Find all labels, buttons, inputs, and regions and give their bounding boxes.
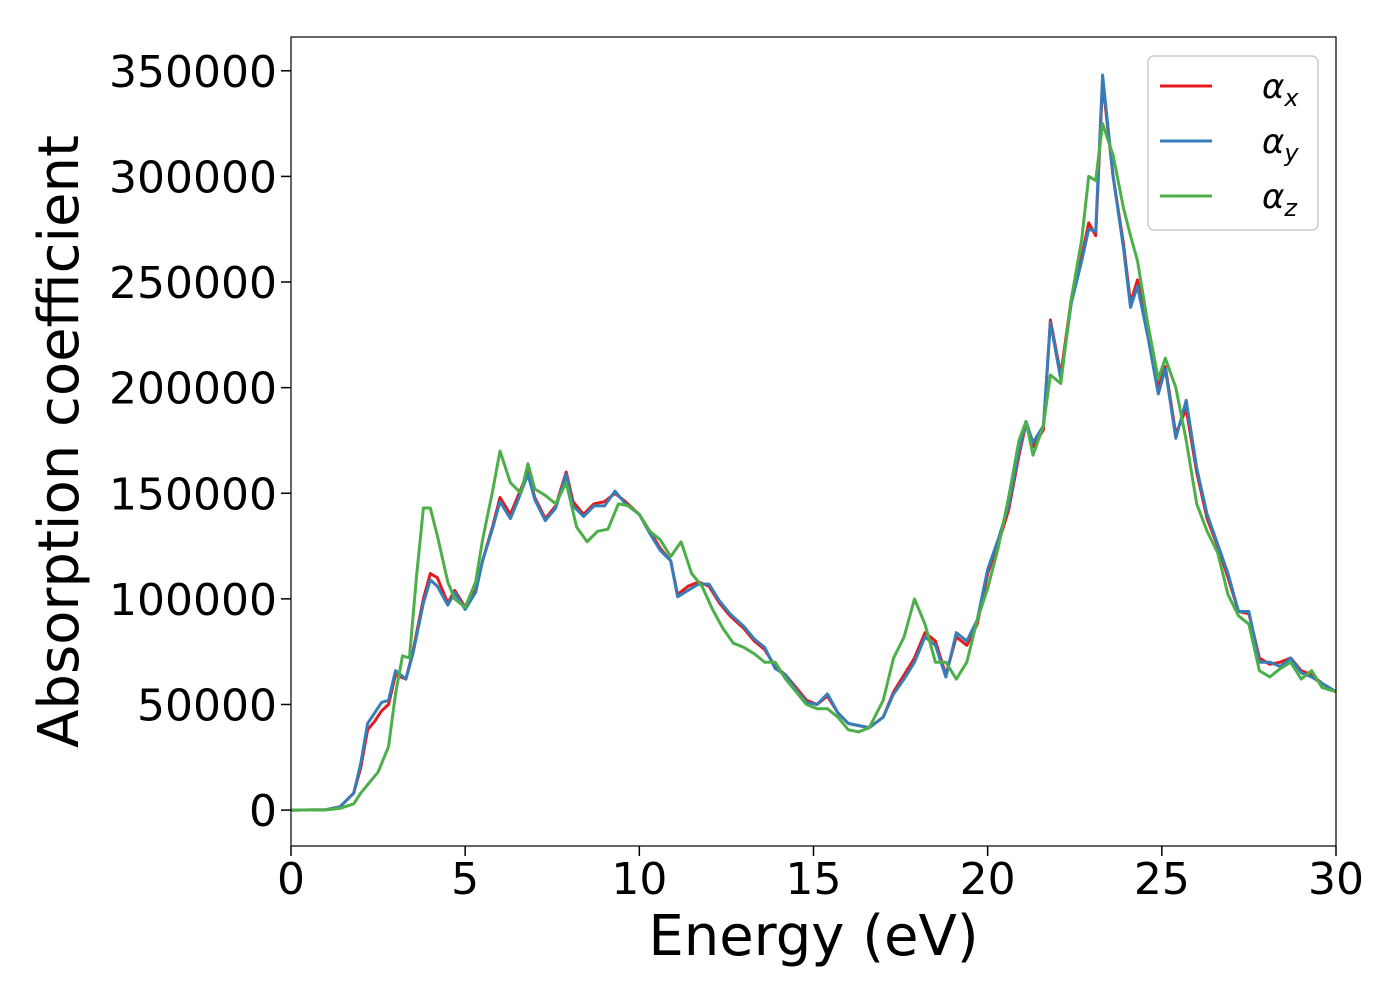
series-layer [290,73,1337,812]
y-tick-label: 150000 [109,469,277,520]
y-axis-ticks: 0 50000 100000 150000 200000 250000 300000 3500… [109,47,291,837]
y-tick-label: 250000 [109,258,277,309]
x-tick-label: 10 [611,854,667,905]
y-tick-label: 350000 [109,47,277,98]
x-tick-label: 15 [786,854,842,905]
y-axis-label: Absorption coefficient [27,135,92,748]
x-axis-ticks: 0 5 10 15 20 25 30 [277,846,1364,905]
x-tick-label: 0 [277,854,305,905]
series-line-z [290,122,1337,812]
legend-box [1147,55,1319,231]
legend-label-x: αx [1262,67,1299,112]
y-tick-label: 0 [249,786,277,837]
legend-label-z: αz [1262,177,1298,222]
x-tick-label: 25 [1134,854,1190,905]
series-line-y [290,73,1337,812]
x-tick-label: 5 [451,854,479,905]
y-tick-label: 100000 [109,575,277,626]
legend: αx αy αz [1147,55,1319,231]
legend-label-y: αy [1262,122,1299,167]
y-tick-label: 300000 [109,152,277,203]
x-tick-label: 30 [1308,854,1364,905]
y-tick-label: 200000 [109,364,277,415]
x-tick-label: 20 [960,854,1016,905]
x-axis-label: Energy (eV) [648,904,978,969]
y-tick-label: 50000 [137,680,277,731]
